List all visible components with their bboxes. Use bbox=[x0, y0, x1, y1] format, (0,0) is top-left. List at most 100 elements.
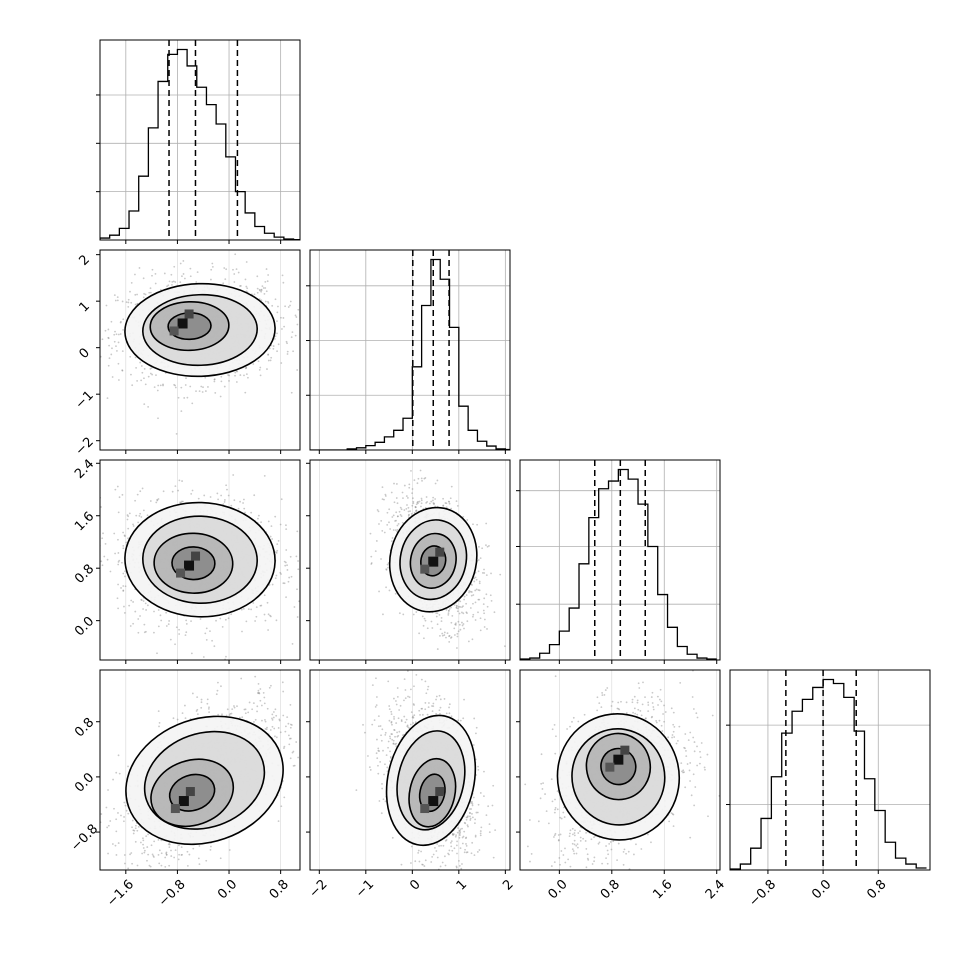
sample-point bbox=[127, 527, 130, 530]
sample-point bbox=[386, 563, 389, 566]
sample-point bbox=[142, 509, 145, 512]
sample-point bbox=[57, 304, 59, 306]
sample-point bbox=[266, 368, 268, 370]
sample-point bbox=[472, 613, 475, 616]
sample-point bbox=[143, 631, 146, 634]
sample-point bbox=[136, 379, 139, 382]
sample-point bbox=[251, 708, 254, 711]
sample-point bbox=[405, 508, 408, 510]
sample-point bbox=[173, 265, 176, 268]
sample-point bbox=[320, 336, 322, 338]
sample-point bbox=[271, 717, 273, 720]
sample-point bbox=[454, 623, 457, 626]
sample-point bbox=[153, 386, 156, 389]
sample-point bbox=[126, 518, 129, 521]
sample-point bbox=[383, 531, 386, 534]
sample-point bbox=[390, 540, 393, 542]
sample-point bbox=[414, 505, 417, 508]
sample-point bbox=[286, 342, 288, 345]
sample-point bbox=[245, 285, 248, 288]
sample-point bbox=[151, 373, 154, 376]
sample-point bbox=[220, 494, 223, 497]
sample-point bbox=[442, 497, 444, 500]
sample-point bbox=[254, 620, 257, 622]
panel-frame bbox=[309, 459, 511, 661]
sample-point bbox=[121, 493, 124, 496]
sample-point bbox=[160, 619, 163, 622]
sample-point bbox=[312, 333, 314, 335]
sample-point bbox=[276, 350, 278, 353]
sample-point bbox=[136, 493, 139, 496]
sample-point bbox=[483, 597, 486, 600]
sample-point bbox=[369, 532, 372, 535]
pair-panel-2-1 bbox=[306, 458, 511, 664]
sample-point bbox=[240, 608, 243, 611]
sample-point bbox=[253, 293, 256, 296]
sample-point bbox=[443, 634, 446, 636]
sample-point bbox=[46, 330, 48, 332]
sample-point bbox=[478, 582, 481, 585]
sample-point bbox=[424, 477, 427, 479]
sample-point bbox=[269, 359, 272, 362]
sample-point bbox=[388, 521, 390, 524]
sample-point bbox=[107, 337, 110, 340]
sample-point bbox=[252, 702, 255, 705]
sample-point bbox=[415, 611, 418, 613]
sample-point bbox=[463, 595, 466, 598]
sample-point bbox=[115, 854, 118, 856]
sample-point bbox=[405, 495, 408, 497]
sample-point bbox=[392, 514, 395, 517]
sample-point bbox=[462, 515, 465, 518]
sample-point bbox=[125, 809, 128, 812]
sample-point bbox=[383, 498, 385, 501]
sample-point bbox=[242, 502, 244, 504]
sample-point bbox=[118, 443, 120, 445]
sample-point bbox=[458, 612, 461, 615]
sample-point bbox=[147, 375, 150, 378]
sample-point bbox=[297, 568, 300, 571]
sample-point bbox=[118, 496, 121, 499]
sample-point bbox=[483, 568, 485, 571]
sample-point bbox=[130, 599, 133, 602]
sample-point bbox=[433, 502, 436, 505]
histogram-0 bbox=[100, 48, 300, 240]
sample-point bbox=[402, 613, 405, 616]
sample-point bbox=[294, 334, 297, 337]
sample-point bbox=[119, 333, 122, 335]
sample-point bbox=[447, 609, 450, 612]
sample-point bbox=[64, 601, 66, 603]
sample-point bbox=[126, 514, 129, 516]
sample-point bbox=[121, 369, 124, 372]
sample-point bbox=[182, 273, 185, 275]
sample-point bbox=[381, 529, 384, 532]
sample-point bbox=[160, 852, 163, 855]
sample-point bbox=[239, 285, 241, 287]
sample-point bbox=[399, 458, 401, 460]
sample-point bbox=[239, 374, 242, 376]
sample-point bbox=[224, 618, 227, 621]
sample-point bbox=[175, 432, 178, 435]
sample-point bbox=[482, 609, 485, 612]
sample-point bbox=[281, 274, 284, 277]
sample-point bbox=[266, 707, 269, 710]
sample-point bbox=[289, 300, 292, 303]
sample-point bbox=[476, 523, 479, 526]
sample-point bbox=[294, 314, 297, 317]
sample-point bbox=[136, 864, 139, 867]
sample-point bbox=[101, 338, 104, 341]
sample-point bbox=[431, 627, 434, 629]
sample-point bbox=[113, 807, 115, 810]
sample-point bbox=[162, 383, 164, 386]
sample-point bbox=[153, 631, 155, 634]
sample-point bbox=[456, 605, 458, 608]
sample-point bbox=[280, 805, 283, 808]
sample-point bbox=[277, 820, 280, 823]
sample-point bbox=[296, 323, 299, 326]
sample-point bbox=[458, 623, 461, 626]
sample-point bbox=[115, 333, 118, 336]
density-cell bbox=[169, 326, 179, 336]
sample-point bbox=[116, 350, 118, 352]
sample-point bbox=[165, 851, 168, 854]
sample-point bbox=[481, 547, 484, 550]
pair-panel-2-0 bbox=[64, 443, 301, 664]
